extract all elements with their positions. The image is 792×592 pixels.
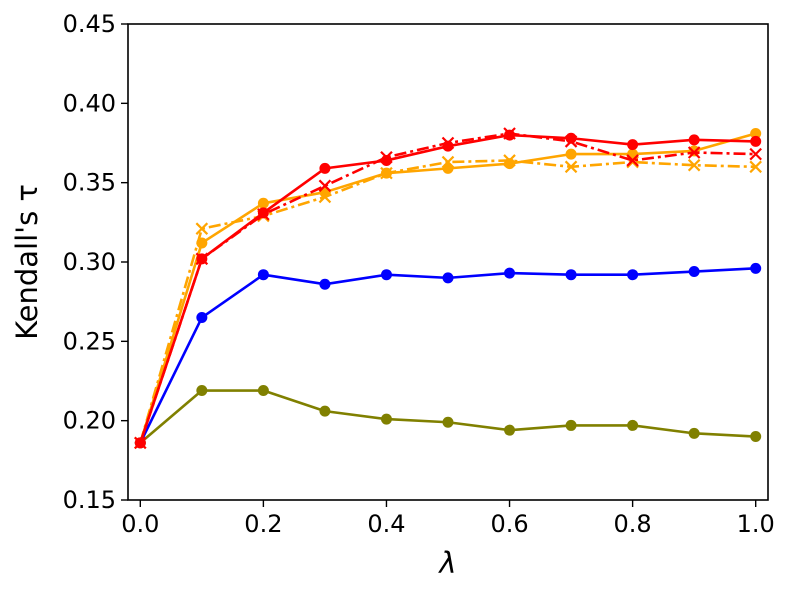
data-point [380, 167, 392, 179]
data-point [565, 269, 577, 281]
x-tick-label: 0.6 [490, 510, 528, 538]
data-point [442, 416, 454, 428]
data-point [688, 145, 700, 157]
x-tick-label: 0.2 [244, 510, 282, 538]
y-tick-label: 0.25 [63, 327, 116, 355]
y-tick-label: 0.40 [63, 89, 116, 117]
data-point [565, 419, 577, 431]
data-point [442, 162, 454, 174]
data-point [749, 160, 762, 174]
data-point [134, 437, 146, 449]
plot-frame [127, 23, 769, 501]
series-line [139, 132, 756, 444]
data-point [627, 419, 639, 431]
series-line [139, 159, 756, 444]
y-tick-label: 0.20 [63, 407, 116, 435]
data-point [380, 154, 392, 166]
data-point [196, 237, 208, 249]
data-point [504, 424, 516, 436]
data-point [565, 132, 577, 144]
data-point [627, 139, 639, 151]
data-point [750, 262, 762, 274]
data-point [565, 148, 577, 160]
data-point [257, 207, 269, 219]
data-point [504, 158, 516, 170]
data-point [687, 158, 701, 172]
data-point [257, 197, 269, 209]
y-tick-label: 0.30 [63, 248, 116, 276]
data-point [750, 127, 762, 139]
series-line [139, 133, 756, 444]
data-point [380, 413, 392, 425]
data-point [564, 160, 578, 174]
series-3 [134, 154, 762, 450]
data-point [750, 135, 762, 147]
series-2 [134, 262, 762, 449]
data-point [688, 134, 700, 146]
data-point [442, 140, 454, 152]
data-point [687, 146, 701, 159]
x-tick-label: 0.4 [367, 510, 405, 538]
x-tick-label: 1.0 [737, 510, 775, 538]
y-tick-label: 0.45 [63, 10, 116, 38]
data-point [688, 427, 700, 439]
y-tick-label: 0.15 [63, 486, 116, 514]
data-point [504, 267, 516, 279]
series-5 [134, 127, 762, 450]
data-point [749, 147, 762, 161]
data-point [504, 129, 516, 141]
data-point [319, 162, 331, 174]
data-point [319, 405, 331, 417]
series-1 [134, 385, 762, 449]
data-point [257, 269, 269, 281]
series-4 [134, 127, 762, 449]
x-tick-label: 0.0 [121, 510, 159, 538]
data-point [196, 253, 208, 265]
data-point [380, 269, 392, 281]
data-point [688, 266, 700, 278]
series-6 [134, 129, 762, 449]
data-point [442, 272, 454, 284]
x-tick-label: 0.8 [614, 510, 652, 538]
series-line [139, 389, 756, 444]
data-point [750, 431, 762, 443]
data-point [196, 385, 208, 397]
data-point [319, 278, 331, 290]
x-axis-label: λ [437, 546, 456, 580]
data-point [318, 179, 332, 193]
data-point [626, 154, 639, 167]
axes-layer: 0.0 0.2 0.4 0.6 0.8 1.0 0.15 0.20 0.25 0.30 0.35 0.… [63, 10, 775, 538]
series-line [139, 267, 756, 444]
data-point [195, 222, 209, 235]
series-line [139, 132, 757, 444]
y-axis-label: Kendall's τ [10, 184, 44, 340]
series-layer [134, 127, 762, 450]
data-point [196, 312, 208, 324]
data-point [627, 269, 639, 281]
y-tick-label: 0.35 [63, 169, 116, 197]
data-point [257, 385, 269, 397]
